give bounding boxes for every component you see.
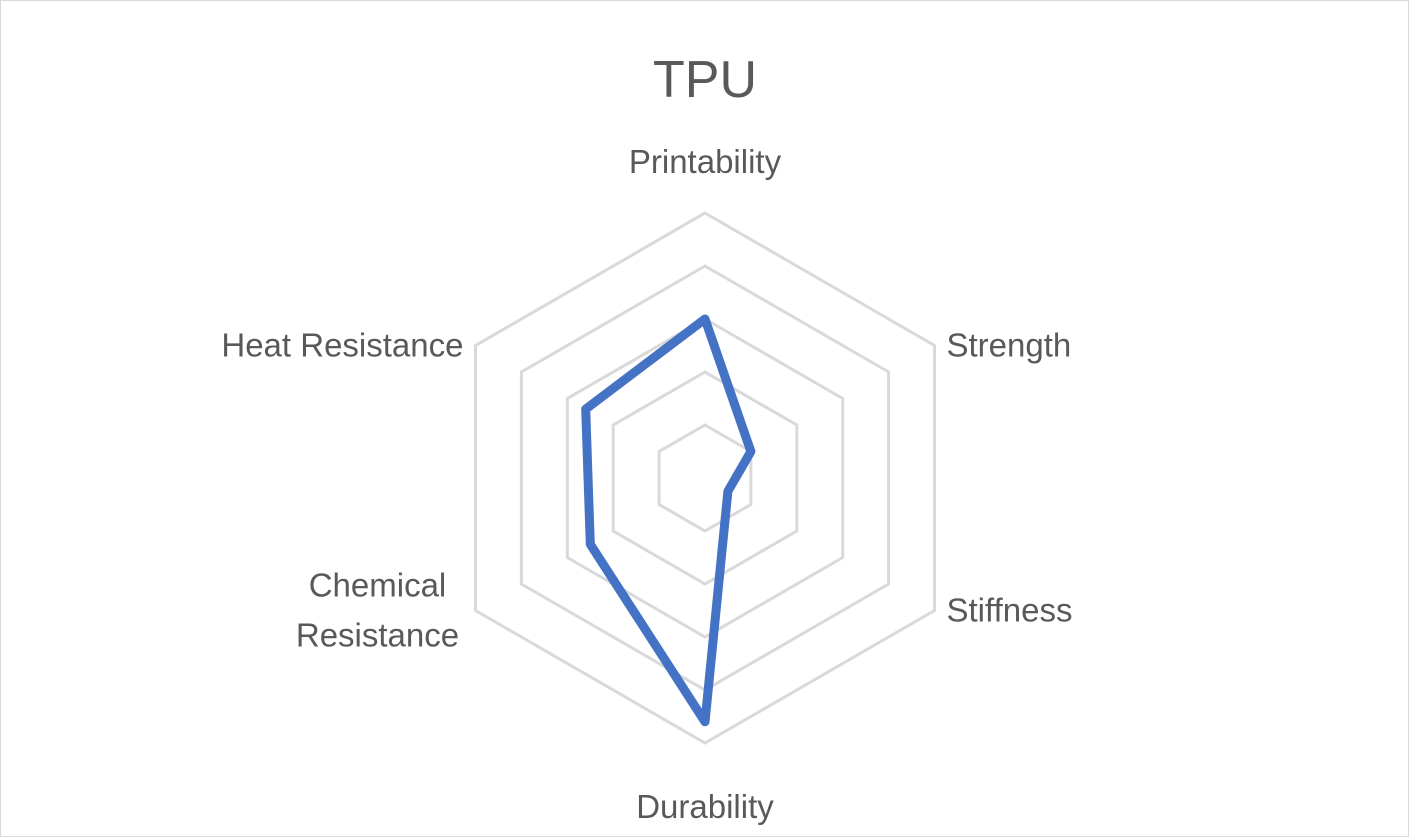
category-label: Resistance (296, 617, 459, 654)
category-label: Chemical (309, 567, 447, 604)
category-label: Strength (947, 327, 1072, 364)
grid-ring-2 (611, 370, 799, 586)
chart-title: TPU (653, 51, 757, 109)
category-label: Heat Resistance (221, 327, 463, 364)
category-label: Printability (629, 143, 782, 180)
series-line-0 (581, 314, 756, 727)
series-group (581, 314, 756, 727)
category-labels: Printability Strength Stiffness Durability C… (221, 143, 1072, 825)
radar-grid (474, 211, 936, 745)
category-label: Durability (636, 788, 774, 825)
grid-ring-3 (565, 317, 845, 639)
grid-ring-5 (474, 211, 936, 745)
category-label: Stiffness (947, 592, 1073, 629)
